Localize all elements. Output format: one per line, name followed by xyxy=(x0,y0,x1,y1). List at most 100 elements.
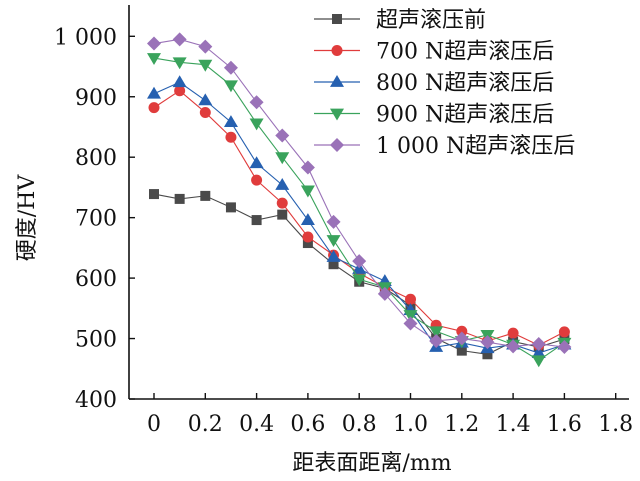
data-point-triangle-down xyxy=(403,310,418,322)
data-point-diamond xyxy=(403,316,418,331)
data-point-diamond xyxy=(249,95,264,110)
data-point-square xyxy=(328,259,339,270)
data-point-triangle-up xyxy=(172,75,187,88)
x-tick-label: 0.6 xyxy=(290,412,325,437)
data-point-triangle-up xyxy=(147,86,161,99)
data-point-square xyxy=(149,189,159,200)
data-point-diamond xyxy=(172,32,187,47)
data-point-circle xyxy=(456,325,468,337)
legend-marker-diamond xyxy=(330,138,344,152)
legend-label: 900 N超声滚压后 xyxy=(376,103,554,128)
data-point-triangle-up xyxy=(249,156,264,169)
legend-label: 1 000 N超声滚压后 xyxy=(376,134,575,159)
series-5 xyxy=(147,32,572,355)
y-tick-label: 500 xyxy=(75,328,117,353)
legend-item: 700 N超声滚压后 xyxy=(314,40,554,65)
data-point-circle xyxy=(225,131,237,143)
data-point-diamond xyxy=(454,331,469,346)
legend-item: 1 000 N超声滚压后 xyxy=(314,134,575,159)
data-point-circle xyxy=(174,85,186,97)
legend-item: 超声滚压前 xyxy=(314,8,486,33)
legend-label: 800 N超声滚压后 xyxy=(376,71,554,96)
x-tick-label: 1.0 xyxy=(393,412,428,437)
plot-area xyxy=(147,32,572,368)
data-point-triangle-down xyxy=(352,274,367,287)
data-point-square xyxy=(277,209,288,220)
legend-item: 900 N超声滚压后 xyxy=(314,103,554,128)
data-point-triangle-up xyxy=(223,115,238,128)
data-point-diamond xyxy=(326,214,341,229)
data-point-circle xyxy=(148,102,160,114)
legend-marker-triangle-up xyxy=(330,75,344,87)
data-point-triangle-up xyxy=(300,213,315,225)
x-tick-label: 0.2 xyxy=(188,412,223,437)
data-point-triangle-up xyxy=(198,93,213,106)
data-point-square xyxy=(174,193,185,204)
series-line xyxy=(153,90,565,346)
data-point-triangle-down xyxy=(429,326,444,339)
legend-marker-circle xyxy=(331,45,343,56)
data-point-diamond xyxy=(147,36,161,51)
legend-marker-square xyxy=(332,14,342,24)
data-point-diamond xyxy=(300,160,315,175)
x-tick-label: 0.4 xyxy=(239,412,274,437)
data-point-triangle-down xyxy=(531,355,546,368)
data-point-triangle-down xyxy=(326,235,341,248)
x-tick-label: 1.4 xyxy=(496,412,531,437)
data-point-square xyxy=(200,190,211,201)
data-point-diamond xyxy=(480,335,495,350)
data-point-triangle-up xyxy=(275,178,290,190)
data-point-triangle-down xyxy=(223,80,238,93)
data-point-circle xyxy=(199,106,211,118)
data-point-triangle-down xyxy=(147,53,161,66)
series-4 xyxy=(147,53,572,368)
data-point-triangle-up xyxy=(326,249,341,262)
data-point-diamond xyxy=(377,286,392,301)
y-tick-label: 600 xyxy=(75,267,117,292)
data-point-diamond xyxy=(531,336,546,351)
y-tick-label: 800 xyxy=(75,146,117,171)
y-tick-label: 1 000 xyxy=(54,25,117,50)
data-point-circle xyxy=(558,326,570,338)
data-point-triangle-up xyxy=(531,346,546,358)
x-tick-label: 0 xyxy=(147,412,161,437)
data-point-diamond xyxy=(275,128,290,143)
legend: 超声滚压前 700 N超声滚压后 800 N超声滚压后 900 N超声滚压后 1 000… xyxy=(314,8,575,159)
data-point-diamond xyxy=(352,254,367,269)
x-tick-label: 1.6 xyxy=(547,412,582,437)
y-ticks: 400 500 600 700 800 900 1 000 xyxy=(54,25,135,413)
legend-marker-triangle-down xyxy=(330,108,344,121)
legend-label: 700 N超声滚压后 xyxy=(376,40,554,65)
data-point-square xyxy=(482,349,493,360)
data-point-triangle-down xyxy=(198,59,213,72)
x-axis-title: 距表面距离/mm xyxy=(292,451,451,476)
data-point-circle xyxy=(302,231,314,243)
data-point-diamond xyxy=(429,333,444,348)
y-tick-label: 900 xyxy=(75,86,117,111)
x-tick-label: 0.8 xyxy=(342,412,377,437)
data-point-square xyxy=(225,202,236,213)
data-point-circle xyxy=(251,174,263,186)
data-point-square xyxy=(251,215,262,226)
data-point-diamond xyxy=(506,339,521,354)
data-point-diamond xyxy=(223,60,238,75)
x-tick-label: 1.8 xyxy=(598,412,633,437)
data-point-triangle-down xyxy=(275,152,290,165)
data-point-triangle-down xyxy=(249,118,264,131)
data-point-diamond xyxy=(557,340,572,355)
x-tick-label: 1.2 xyxy=(444,412,479,437)
data-point-square xyxy=(456,345,467,356)
data-point-triangle-down xyxy=(300,185,315,198)
data-point-circle xyxy=(405,293,416,305)
y-tick-label: 700 xyxy=(75,207,117,232)
legend-label: 超声滚压前 xyxy=(376,8,486,33)
data-point-square xyxy=(302,238,313,249)
series-3 xyxy=(147,75,572,358)
axes: 400 500 600 700 800 900 1 000 0 0.2 0.4 0.6 0.8 1.0… xyxy=(54,5,633,437)
data-point-diamond xyxy=(198,39,213,54)
y-tick-label: 400 xyxy=(75,388,117,413)
data-point-triangle-down xyxy=(172,57,187,70)
data-point-circle xyxy=(507,327,519,339)
data-point-circle xyxy=(276,197,288,209)
